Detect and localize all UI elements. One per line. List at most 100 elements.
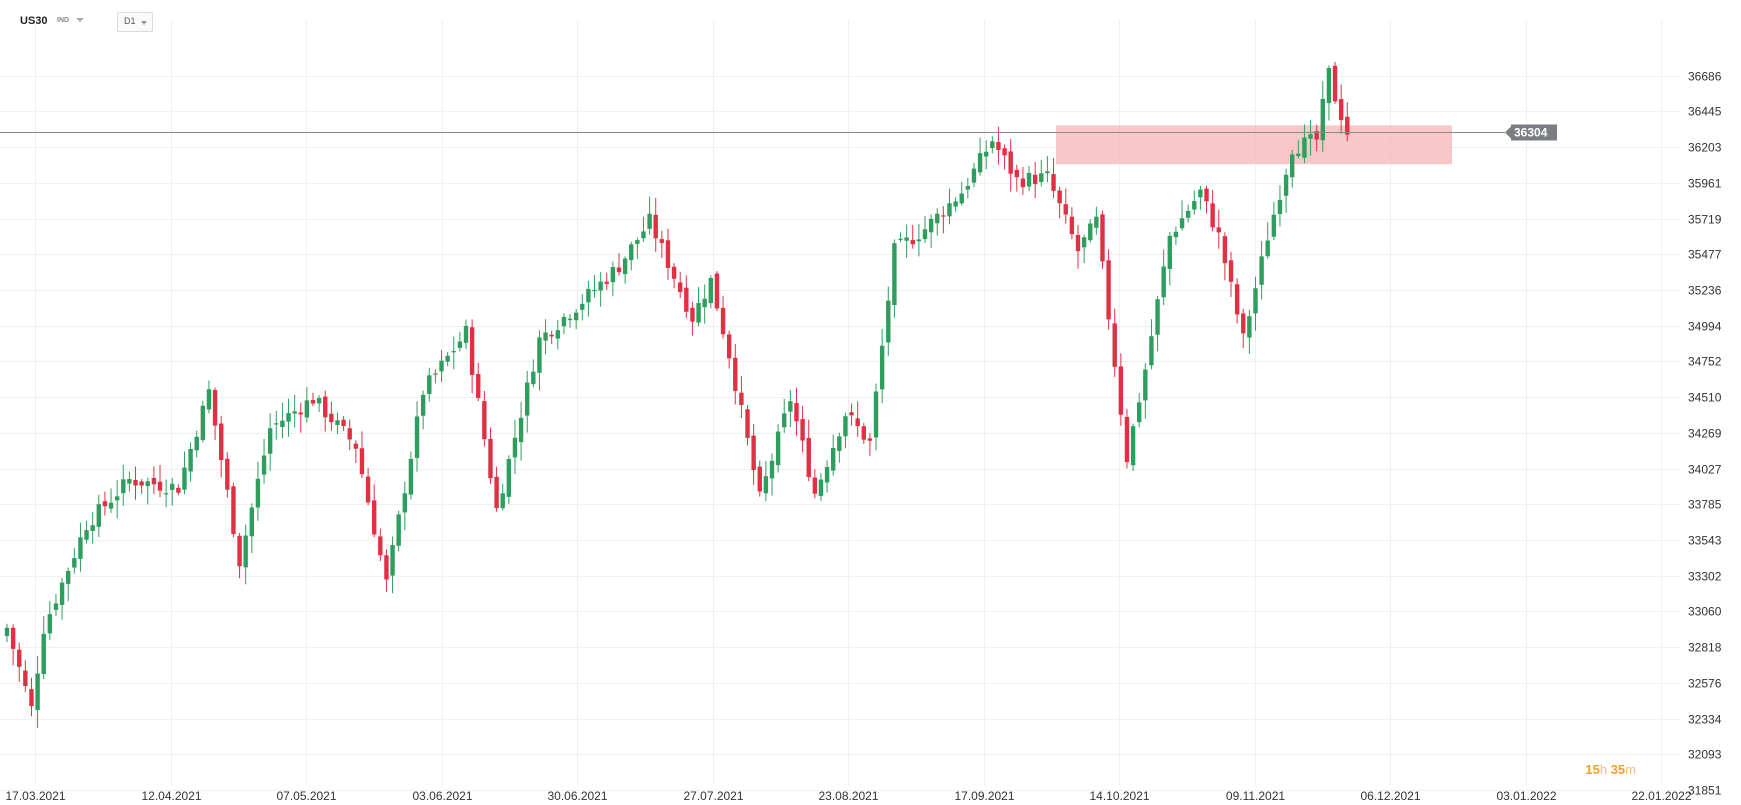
candle-body — [41, 633, 46, 675]
candle-down — [476, 362, 481, 402]
candle-up — [1137, 392, 1142, 428]
candle-body — [1222, 236, 1228, 264]
candle-body — [225, 458, 230, 490]
candle-up — [1179, 200, 1185, 231]
candle-down — [1118, 353, 1124, 426]
candle-body — [1332, 65, 1338, 102]
candle-up — [1277, 185, 1283, 227]
candle-body — [580, 303, 585, 310]
candle-down — [671, 263, 677, 289]
candle-up — [206, 380, 212, 414]
current-price-label: 36304 — [1514, 126, 1548, 140]
candle-body — [1265, 240, 1270, 257]
candle-up — [53, 594, 59, 616]
candle-body — [671, 266, 677, 279]
candle-body — [1161, 266, 1166, 298]
candle-down — [1063, 188, 1068, 224]
candle-down — [604, 272, 609, 290]
candle-body — [163, 493, 169, 495]
candle-up — [573, 308, 579, 330]
candle-up — [647, 196, 652, 235]
candle-body — [726, 334, 732, 359]
candle-body — [733, 357, 738, 391]
candle-up — [96, 494, 101, 538]
candle-down — [1338, 84, 1344, 134]
candle-down — [1075, 225, 1081, 269]
candle-down — [549, 330, 554, 344]
candle-body — [1094, 216, 1099, 228]
y-tick-label: 36445 — [1688, 105, 1722, 119]
candle-body — [573, 312, 579, 321]
candle-down — [494, 466, 499, 512]
candle-down — [29, 677, 34, 717]
candle-down — [151, 466, 157, 495]
chevron-down-icon[interactable] — [76, 18, 84, 22]
candle-down — [231, 482, 236, 538]
candle-up — [1149, 319, 1154, 370]
candle-up — [1185, 204, 1191, 223]
candle-down — [1112, 308, 1117, 378]
x-tick-label: 14.10.2021 — [1089, 789, 1149, 803]
candle-up — [1088, 219, 1093, 243]
x-tick-label: 06.12.2021 — [1360, 789, 1420, 803]
candle-body — [1137, 402, 1142, 423]
candle-down — [341, 416, 346, 431]
candle-body — [892, 243, 897, 306]
candle-body — [427, 375, 432, 394]
candle-up — [782, 398, 787, 433]
candle-body — [402, 493, 407, 513]
candle-body — [910, 239, 915, 245]
candle-down — [1204, 185, 1209, 214]
candle-down — [739, 376, 744, 419]
candle-body — [249, 507, 254, 537]
candle-up — [561, 313, 567, 335]
candle-body — [1345, 116, 1350, 135]
y-tick-label: 33785 — [1688, 498, 1722, 512]
candle-body — [1124, 416, 1130, 463]
candle-body — [1020, 178, 1026, 188]
candle-body — [1173, 231, 1179, 238]
candle-up — [610, 261, 616, 297]
candle-body — [537, 337, 542, 373]
candle-body — [800, 419, 805, 441]
y-tick-label: 34027 — [1688, 463, 1722, 477]
current-price-badge — [1511, 124, 1557, 141]
candle-up — [567, 314, 573, 328]
candle-body — [653, 214, 658, 239]
candle-body — [1100, 214, 1105, 262]
candle-up — [182, 451, 187, 495]
candle-body — [788, 401, 793, 412]
timeframe-select[interactable]: D1 — [117, 12, 153, 32]
candle-up — [66, 567, 71, 602]
candle-body — [200, 405, 206, 441]
candle-body — [867, 438, 873, 441]
candle-body — [1290, 154, 1295, 178]
candle-down — [1014, 164, 1019, 192]
candle-body — [96, 504, 101, 527]
candle-down — [359, 431, 365, 479]
candle-down — [757, 460, 762, 497]
candle-body — [1210, 203, 1215, 228]
candle-body — [873, 391, 879, 438]
candle-up — [769, 453, 775, 496]
y-tick-label: 33543 — [1688, 534, 1722, 548]
candle-body — [739, 392, 744, 405]
candle-body — [359, 448, 365, 475]
candle-down — [751, 423, 756, 485]
candle-down — [684, 275, 689, 319]
candle-up — [898, 232, 903, 243]
candle-up — [4, 623, 10, 643]
x-tick-label: 17.03.2021 — [5, 789, 65, 803]
candle-body — [1241, 313, 1246, 334]
candle-up — [72, 548, 77, 574]
market-type-label[interactable]: IND — [57, 17, 70, 24]
candle-up — [525, 370, 530, 433]
candle-body — [298, 412, 303, 415]
candle-body — [690, 307, 695, 322]
candle-down — [1216, 209, 1221, 249]
instrument-symbol[interactable]: US30 — [20, 15, 48, 27]
candle-body — [586, 288, 591, 303]
countdown-minutes-unit: m — [1625, 762, 1636, 777]
candle-body — [855, 418, 860, 427]
